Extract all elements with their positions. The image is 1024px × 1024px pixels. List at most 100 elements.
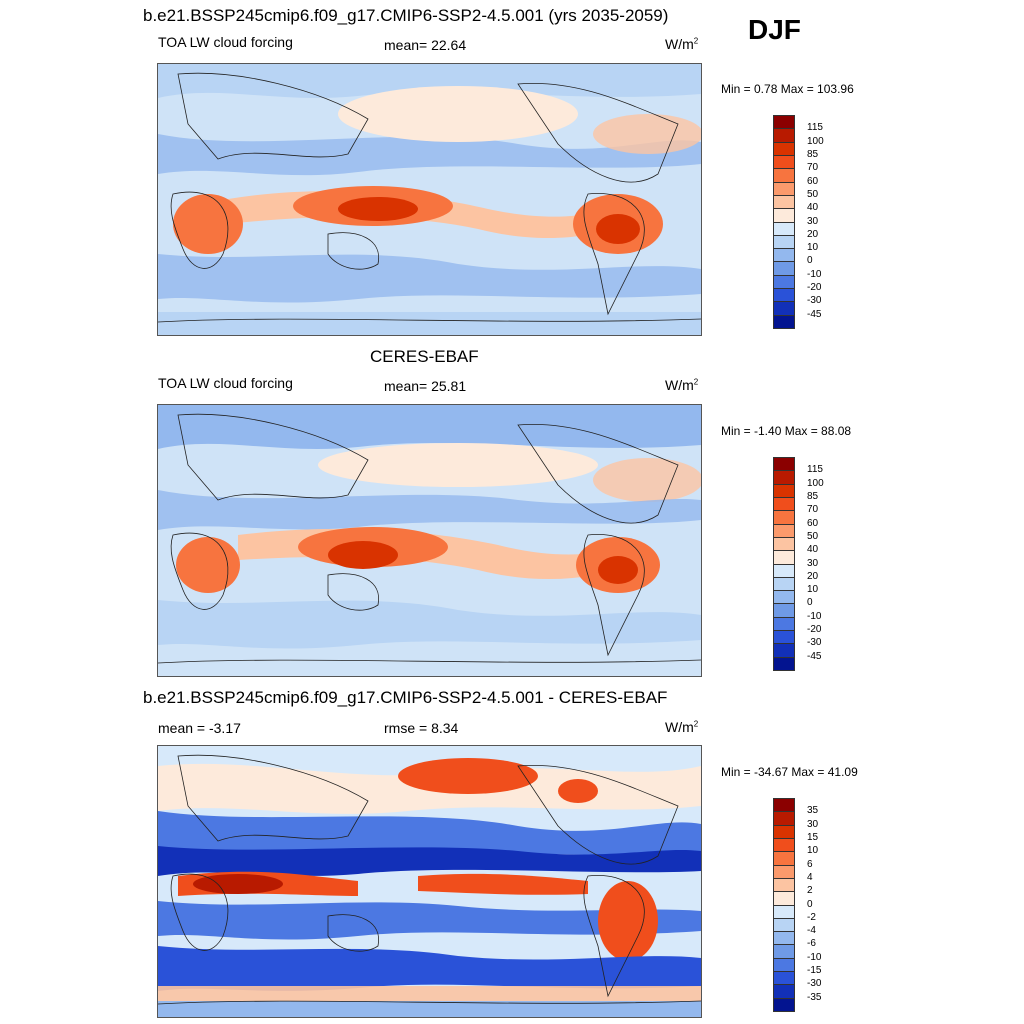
colorbar-swatch bbox=[773, 656, 795, 671]
colorbar-label: -2 bbox=[807, 911, 816, 923]
panel2-mean: mean= 25.81 bbox=[384, 378, 467, 394]
colorbar-swatch bbox=[773, 851, 795, 866]
colorbar-label: -30 bbox=[807, 295, 822, 307]
colorbar-label: 60 bbox=[807, 517, 819, 529]
colorbar-label: -30 bbox=[807, 978, 822, 990]
colorbar-swatch bbox=[773, 576, 795, 592]
panel2-title: CERES-EBAF bbox=[370, 347, 479, 366]
season-label: DJF bbox=[748, 14, 801, 45]
colorbar-swatch bbox=[773, 643, 795, 658]
colorbar-swatch bbox=[773, 997, 795, 1012]
colorbar-label: -15 bbox=[807, 965, 822, 977]
colorbar-swatch bbox=[773, 837, 795, 853]
colorbar-swatch bbox=[773, 470, 795, 485]
colorbar-label: 2 bbox=[807, 885, 813, 897]
colorbar-label: 15 bbox=[807, 831, 819, 843]
colorbar-label: 30 bbox=[807, 818, 819, 830]
panel2-range: Min = -1.40 Max = 88.08 bbox=[721, 424, 852, 438]
colorbar-label: 10 bbox=[807, 242, 819, 254]
colorbar-swatch bbox=[773, 154, 795, 170]
colorbar-label: 70 bbox=[807, 504, 819, 516]
colorbar-swatch bbox=[773, 523, 795, 538]
panel1-units: W/m2 bbox=[665, 36, 699, 52]
colorbar-label: -10 bbox=[807, 268, 822, 280]
colorbar-swatch bbox=[773, 864, 795, 879]
colorbar-swatch bbox=[773, 248, 795, 263]
colorbar-swatch bbox=[773, 590, 795, 605]
colorbar-label: 115 bbox=[807, 464, 823, 476]
colorbar-swatch bbox=[773, 261, 795, 276]
colorbar-swatch bbox=[773, 550, 795, 565]
panel3-mean: mean = -3.17 bbox=[158, 720, 241, 736]
colorbar-label: 85 bbox=[807, 490, 819, 502]
colorbar-swatch bbox=[773, 957, 795, 973]
panel2-units: W/m2 bbox=[665, 377, 699, 393]
panel3-colorbar: 35 30 15 10 6 4 2 0 -2 -4 -6 -10 -15 -30 -35 bbox=[773, 798, 873, 1012]
colorbar-swatch bbox=[773, 877, 795, 893]
colorbar-label: 60 bbox=[807, 175, 819, 187]
colorbar-swatch bbox=[773, 510, 795, 525]
colorbar-swatch bbox=[773, 168, 795, 183]
colorbar-label: 40 bbox=[807, 544, 819, 556]
colorbar-label: -45 bbox=[807, 650, 822, 662]
colorbar-label: 0 bbox=[807, 898, 813, 910]
colorbar-label: 0 bbox=[807, 597, 813, 609]
colorbar-label: 35 bbox=[807, 805, 819, 817]
panel2-map bbox=[157, 404, 702, 677]
colorbar-label: 20 bbox=[807, 228, 819, 240]
colorbar-swatch bbox=[773, 536, 795, 552]
colorbar-swatch bbox=[773, 798, 795, 813]
panel2-colorbar: 115 100 85 70 60 50 40 30 20 10 0 -10 -20 -30 -45 bbox=[773, 457, 873, 671]
panel1-colorbar: 115 100 85 70 60 50 40 30 20 10 0 -10 -20 -30 -45 bbox=[773, 115, 873, 329]
colorbar-label: 40 bbox=[807, 202, 819, 214]
colorbar-swatch bbox=[773, 891, 795, 906]
panel3-rmse: rmse = 8.34 bbox=[384, 720, 459, 736]
panel1-variable: TOA LW cloud forcing bbox=[158, 34, 293, 50]
colorbar-label: 100 bbox=[807, 135, 824, 147]
colorbar-swatch bbox=[773, 288, 795, 303]
colorbar-label: -20 bbox=[807, 282, 822, 294]
colorbar-label: 100 bbox=[807, 477, 824, 489]
colorbar-swatch bbox=[773, 603, 795, 618]
colorbar-label: -30 bbox=[807, 637, 822, 649]
colorbar-label: 10 bbox=[807, 584, 819, 596]
colorbar-swatch bbox=[773, 208, 795, 223]
colorbar-label: -4 bbox=[807, 925, 816, 937]
colorbar-swatch bbox=[773, 811, 795, 826]
colorbar-label: 50 bbox=[807, 530, 819, 542]
colorbar-swatch bbox=[773, 128, 795, 143]
colorbar-label: -35 bbox=[807, 991, 822, 1003]
colorbar-label: 70 bbox=[807, 162, 819, 174]
colorbar-swatch bbox=[773, 181, 795, 196]
colorbar-swatch bbox=[773, 301, 795, 316]
colorbar-swatch bbox=[773, 630, 795, 645]
panel3-units: W/m2 bbox=[665, 719, 699, 735]
colorbar-swatch bbox=[773, 221, 795, 236]
colorbar-label: 0 bbox=[807, 255, 813, 267]
colorbar-swatch bbox=[773, 483, 795, 498]
colorbar-swatch bbox=[773, 496, 795, 512]
colorbar-swatch bbox=[773, 984, 795, 999]
panel3-title: b.e21.BSSP245cmip6.f09_g17.CMIP6-SSP2-4.… bbox=[143, 688, 668, 707]
panel2-variable: TOA LW cloud forcing bbox=[158, 375, 293, 391]
colorbar-label: 6 bbox=[807, 858, 813, 870]
colorbar-label: 50 bbox=[807, 188, 819, 200]
colorbar-label: -6 bbox=[807, 938, 816, 950]
colorbar-swatch bbox=[773, 457, 795, 472]
colorbar-swatch bbox=[773, 194, 795, 210]
colorbar-label: -20 bbox=[807, 624, 822, 636]
colorbar-swatch bbox=[773, 141, 795, 156]
colorbar-swatch bbox=[773, 115, 795, 130]
colorbar-label: 85 bbox=[807, 148, 819, 160]
panel3-range: Min = -34.67 Max = 41.09 bbox=[721, 765, 858, 779]
main-title: b.e21.BSSP245cmip6.f09_g17.CMIP6-SSP2-4.… bbox=[143, 6, 669, 25]
colorbar-swatch bbox=[773, 904, 795, 919]
colorbar-swatch bbox=[773, 917, 795, 933]
colorbar-swatch bbox=[773, 931, 795, 946]
colorbar-label: -10 bbox=[807, 951, 822, 963]
colorbar-label: -10 bbox=[807, 610, 822, 622]
colorbar-label: 4 bbox=[807, 871, 813, 883]
colorbar-label: -45 bbox=[807, 308, 822, 320]
colorbar-label: 115 bbox=[807, 122, 823, 134]
colorbar-swatch bbox=[773, 274, 795, 290]
